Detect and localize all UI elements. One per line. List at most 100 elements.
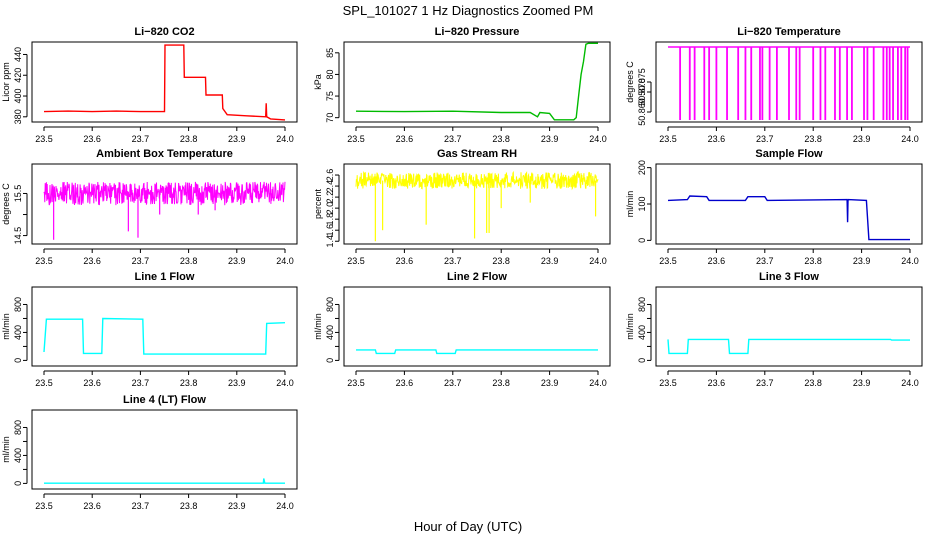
x-tick-label: 24.0 xyxy=(901,256,919,266)
x-tick-label: 23.6 xyxy=(83,501,101,511)
y-tick-label: 800 xyxy=(325,297,335,312)
series-group xyxy=(43,317,286,355)
x-tick-label: 23.5 xyxy=(35,134,53,144)
x-tick-label: 24.0 xyxy=(276,378,294,388)
x-tick-label: 23.9 xyxy=(853,256,871,266)
plot-frame xyxy=(31,163,298,245)
x-tick-label: 23.5 xyxy=(347,134,365,144)
figure-title: SPL_101027 1 Hz Diagnostics Zoomed PM xyxy=(343,3,594,18)
series-group xyxy=(667,338,910,355)
x-tick-label: 23.5 xyxy=(659,378,677,388)
panel-7: Line 1 Flow 23.5 23.6 23.7 23.8 23.9 24.0 0 400 8… xyxy=(1,271,298,388)
panel-8: Line 2 Flow 23.5 23.6 23.7 23.8 23.9 24.0 0 400 8… xyxy=(313,271,611,388)
y-tick-label: 1.6 xyxy=(325,224,335,237)
x-axis: 23.5 23.6 23.7 23.8 23.9 24.0 xyxy=(35,370,294,388)
panel-title: Li−820 Temperature xyxy=(737,26,840,38)
x-tick-label: 23.8 xyxy=(804,134,822,144)
series-group xyxy=(355,42,598,121)
y-tick-label: 1.8 xyxy=(325,213,335,226)
x-tick-label: 23.7 xyxy=(756,256,774,266)
y-axis: 0 400 800 xyxy=(13,420,28,486)
x-axis: 23.5 23.6 23.7 23.8 23.9 24.0 xyxy=(659,126,919,144)
y-axis-label: ml/min xyxy=(625,191,635,218)
x-tick-label: 23.8 xyxy=(492,256,510,266)
y-tick-label: 200 xyxy=(637,160,647,175)
x-tick-label: 23.7 xyxy=(132,256,150,266)
y-tick-label: 2.0 xyxy=(325,202,335,215)
y-tick-label: 800 xyxy=(13,420,23,435)
y-tick-label: 440 xyxy=(13,47,23,62)
x-axis: 23.5 23.6 23.7 23.8 23.9 24.0 xyxy=(35,126,294,144)
x-tick-label: 23.6 xyxy=(708,134,726,144)
x-tick-label: 24.0 xyxy=(276,256,294,266)
y-tick-label: 70 xyxy=(325,113,335,123)
x-tick-label: 23.7 xyxy=(132,378,150,388)
panel-title: Line 4 (LT) Flow xyxy=(123,394,206,406)
x-tick-label: 23.5 xyxy=(659,134,677,144)
x-tick-label: 23.8 xyxy=(492,378,510,388)
x-tick-label: 23.8 xyxy=(180,256,198,266)
y-axis: 70 75 80 85 xyxy=(325,48,340,123)
y-axis-label: percent xyxy=(313,188,323,219)
x-axis: 23.5 23.6 23.7 23.8 23.9 24.0 xyxy=(659,370,919,388)
x-axis: 23.5 23.6 23.7 23.8 23.9 24.0 xyxy=(347,370,607,388)
y-tick-label: 100 xyxy=(637,196,647,211)
x-tick-label: 24.0 xyxy=(276,501,294,511)
y-axis-label: ml/min xyxy=(313,313,323,340)
y-axis-label: ml/min xyxy=(1,436,11,463)
y-tick-label: 80 xyxy=(325,69,335,79)
x-tick-label: 23.9 xyxy=(228,378,246,388)
x-axis: 23.5 23.6 23.7 23.8 23.9 24.0 xyxy=(35,493,294,511)
x-tick-label: 23.5 xyxy=(35,256,53,266)
x-tick-label: 23.7 xyxy=(444,256,462,266)
x-tick-label: 23.8 xyxy=(492,134,510,144)
x-tick-label: 23.7 xyxy=(444,378,462,388)
panel-title: Line 2 Flow xyxy=(447,271,507,283)
panel-title: Sample Flow xyxy=(755,148,823,160)
x-tick-label: 23.6 xyxy=(83,256,101,266)
x-tick-label: 23.7 xyxy=(444,134,462,144)
y-axis-label: ml/min xyxy=(1,313,11,340)
y-axis: 14.5 15.5 xyxy=(13,185,28,244)
y-tick-label: 0 xyxy=(13,358,23,363)
y-axis: 380 400 420 440 xyxy=(13,47,28,124)
y-tick-label: 50.860 xyxy=(637,98,647,126)
y-axis-label: Licor ppm xyxy=(1,62,11,102)
x-tick-label: 23.5 xyxy=(35,501,53,511)
y-axis-label: degrees C xyxy=(625,61,635,103)
x-tick-label: 23.9 xyxy=(541,256,559,266)
panel-5: Gas Stream RH 23.5 23.6 23.7 23.8 23.9 24.0 1.4… xyxy=(313,148,611,266)
y-axis: 0 100 200 xyxy=(637,160,652,243)
x-tick-label: 23.5 xyxy=(347,378,365,388)
y-axis-label: degrees C xyxy=(1,183,11,225)
x-tick-label: 23.9 xyxy=(228,134,246,144)
x-tick-label: 23.9 xyxy=(853,134,871,144)
x-tick-label: 23.6 xyxy=(708,256,726,266)
y-tick-label: 400 xyxy=(13,325,23,340)
panel-2: Li−820 Pressure 23.5 23.6 23.7 23.8 23.9 24.0 7… xyxy=(313,26,611,144)
plot-frame xyxy=(31,41,298,123)
x-axis: 23.5 23.6 23.7 23.8 23.9 24.0 xyxy=(347,248,607,266)
x-tick-label: 23.7 xyxy=(756,134,774,144)
series-line-1 xyxy=(667,195,910,241)
series-group xyxy=(667,195,910,241)
panel-title: Ambient Box Temperature xyxy=(96,148,233,160)
y-tick-label: 400 xyxy=(325,325,335,340)
y-axis: 0 400 800 xyxy=(325,297,340,363)
x-tick-label: 23.9 xyxy=(541,134,559,144)
x-tick-label: 23.9 xyxy=(228,501,246,511)
x-tick-label: 23.7 xyxy=(132,501,150,511)
y-tick-label: 2.6 xyxy=(325,169,335,182)
y-tick-label: 85 xyxy=(325,48,335,58)
x-tick-label: 23.8 xyxy=(180,501,198,511)
y-tick-label: 2.4 xyxy=(325,180,335,193)
x-tick-label: 24.0 xyxy=(901,134,919,144)
series-noise-line xyxy=(355,170,599,191)
x-tick-label: 23.8 xyxy=(804,256,822,266)
x-tick-label: 23.6 xyxy=(83,134,101,144)
x-tick-label: 24.0 xyxy=(589,134,607,144)
series-line-1 xyxy=(667,338,910,355)
plot-frame xyxy=(31,409,298,490)
series-noise-line xyxy=(43,181,286,206)
series-group xyxy=(356,349,598,355)
